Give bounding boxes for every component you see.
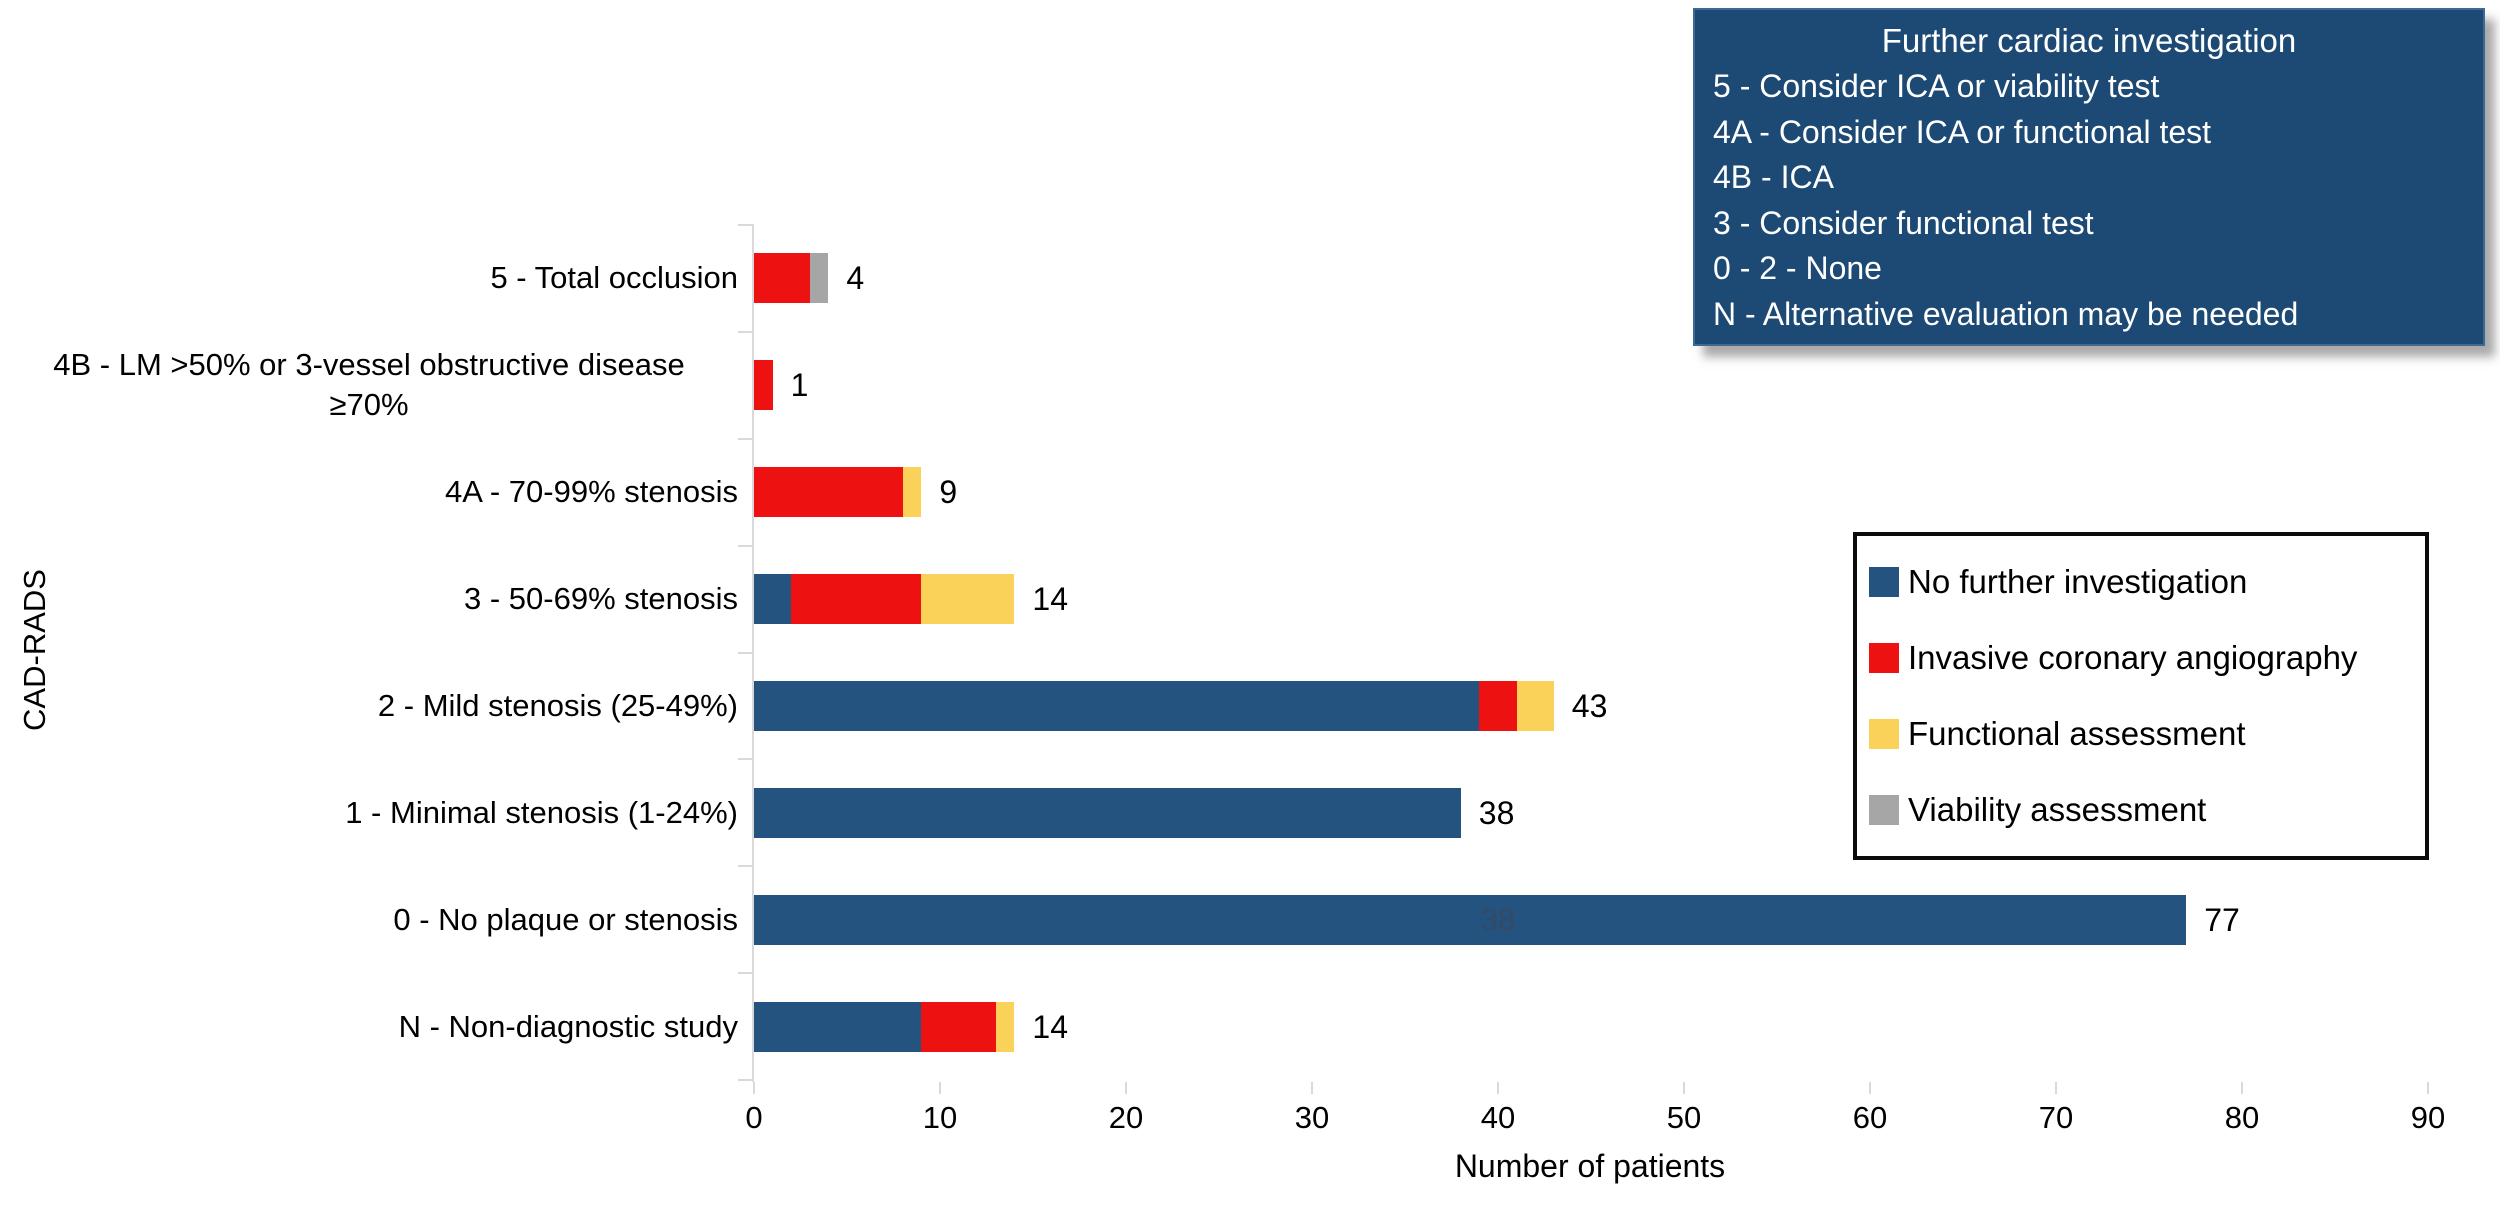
x-tick: [1869, 1082, 1871, 1094]
x-tick-label: 60: [1852, 1100, 1888, 1135]
bar-total-label: 9: [939, 474, 958, 511]
info-box-item: N - Alternative evaluation may be needed: [1713, 295, 2299, 332]
legend-swatch: [1869, 719, 1899, 749]
ghost-bar-annotation: 38: [1480, 901, 1516, 937]
x-tick: [1311, 1082, 1313, 1094]
legend-label: No further investigation: [1908, 563, 2248, 600]
y-tick: [738, 972, 754, 975]
bar-total-label: 4: [846, 260, 865, 297]
x-tick-label: 90: [2410, 1100, 2446, 1135]
category-label-line: 0 - No plaque or stenosis: [393, 901, 738, 937]
category-label: N - Non-diagnostic study: [0, 1007, 738, 1047]
legend-label: Functional assessment: [1908, 715, 2246, 752]
y-axis-line: [752, 225, 754, 1082]
y-tick: [738, 1079, 754, 1081]
bar-total-label: 1: [790, 367, 809, 404]
legend-swatch: [1869, 795, 1899, 825]
bar-total-label: 77: [2204, 901, 2240, 938]
x-tick: [1683, 1082, 1685, 1094]
x-tick: [2055, 1082, 2057, 1094]
x-tick-label: 30: [1294, 1100, 1330, 1135]
bar-total-label: 43: [1571, 687, 1608, 724]
y-axis-title: CAD-RADS: [17, 569, 52, 731]
category-label-line: 1 - Minimal stenosis (1-24%): [345, 794, 738, 830]
bar-segment: [754, 787, 1461, 838]
x-tick: [1125, 1082, 1127, 1094]
info-box-item: 0 - 2 - None: [1713, 250, 1882, 286]
x-tick: [939, 1082, 941, 1094]
y-tick: [738, 865, 754, 868]
info-box-item: 4B - ICA: [1713, 159, 1834, 195]
bar-segment: [809, 253, 829, 304]
x-tick: [2241, 1082, 2243, 1094]
category-label-line2: ≥70%: [329, 387, 409, 423]
y-tick: [738, 330, 754, 333]
bar-segment: [1516, 680, 1554, 731]
x-tick-label: 80: [2224, 1100, 2260, 1135]
category-label-line: 4A - 70-99% stenosis: [445, 474, 738, 510]
legend-entry: Functional assessment: [1869, 716, 2425, 752]
x-tick: [2427, 1082, 2429, 1094]
info-box-items: 5 - Consider ICA or viability test 4A - C…: [1713, 64, 2465, 337]
info-box-item: 3 - Consider functional test: [1713, 204, 2094, 241]
legend-swatch: [1869, 643, 1899, 673]
legend-label: Viability assessment: [1908, 791, 2207, 828]
legend-entry: No further investigation: [1869, 564, 2425, 600]
bar-total-label: 38: [1478, 794, 1515, 831]
bar-total-label: 14: [1032, 1008, 1068, 1045]
x-tick-label: 40: [1480, 1100, 1516, 1135]
bar-segment: [754, 360, 773, 411]
legend-box: No further investigation Invasive coronar…: [1853, 532, 2429, 860]
category-label-line: 4B - LM >50% or 3-vessel obstructive dis…: [53, 347, 685, 383]
category-label-line: 2 - Mild stenosis (25-49%): [377, 687, 738, 723]
bar-segment: [921, 1001, 996, 1052]
x-tick-label: 70: [2038, 1100, 2074, 1135]
x-tick-label: 10: [922, 1100, 958, 1135]
bar-segment: [754, 894, 2187, 945]
category-label: 1 - Minimal stenosis (1-24%): [0, 793, 738, 833]
legend-label: Invasive coronary angiography: [1908, 639, 2358, 676]
bar-segment: [754, 574, 792, 625]
bar-segment: [754, 253, 810, 304]
y-tick: [738, 651, 754, 654]
bar-segment: [1479, 680, 1517, 731]
category-label: 5 - Total occlusion: [0, 258, 738, 298]
bar-segment: [791, 574, 922, 625]
bar-segment: [921, 574, 1015, 625]
info-box: Further cardiac investigation 5 - Consid…: [1693, 8, 2485, 346]
category-label-line: 5 - Total occlusion: [490, 260, 738, 296]
bar-segment: [754, 680, 1480, 731]
legend-swatch: [1869, 567, 1899, 597]
legend-entry: Viability assessment: [1869, 792, 2425, 828]
category-label: 2 - Mild stenosis (25-49%): [0, 686, 738, 726]
category-label: 0 - No plaque or stenosis: [0, 900, 738, 940]
x-tick-label: 0: [745, 1100, 763, 1135]
category-label: 3 - 50-69% stenosis: [0, 579, 738, 619]
y-tick: [738, 544, 754, 547]
info-box-item: 4A - Consider ICA or functional test: [1713, 113, 2212, 150]
bar-segment: [902, 467, 922, 518]
x-tick-label: 50: [1666, 1100, 1702, 1135]
legend-entry: Invasive coronary angiography: [1869, 640, 2425, 676]
info-box-item: 5 - Consider ICA or viability test: [1713, 68, 2160, 104]
x-axis-title: Number of patients: [1454, 1148, 1726, 1184]
x-tick-label: 20: [1108, 1100, 1144, 1135]
bar-total-label: 14: [1032, 581, 1068, 618]
bar-segment: [754, 1001, 922, 1052]
y-tick: [738, 758, 754, 761]
y-tick: [738, 224, 754, 226]
bar-segment: [754, 467, 903, 518]
category-label: 4B - LM >50% or 3-vessel obstructive dis…: [0, 345, 738, 425]
x-tick: [1497, 1082, 1499, 1094]
x-tick: [753, 1082, 755, 1094]
category-label: 4A - 70-99% stenosis: [0, 472, 738, 512]
y-tick: [738, 437, 754, 440]
bar-segment: [995, 1001, 1015, 1052]
category-label-line: N - Non-diagnostic study: [398, 1008, 738, 1044]
category-label-line: 3 - 50-69% stenosis: [464, 581, 738, 617]
info-box-title: Further cardiac investigation: [1881, 22, 2297, 59]
